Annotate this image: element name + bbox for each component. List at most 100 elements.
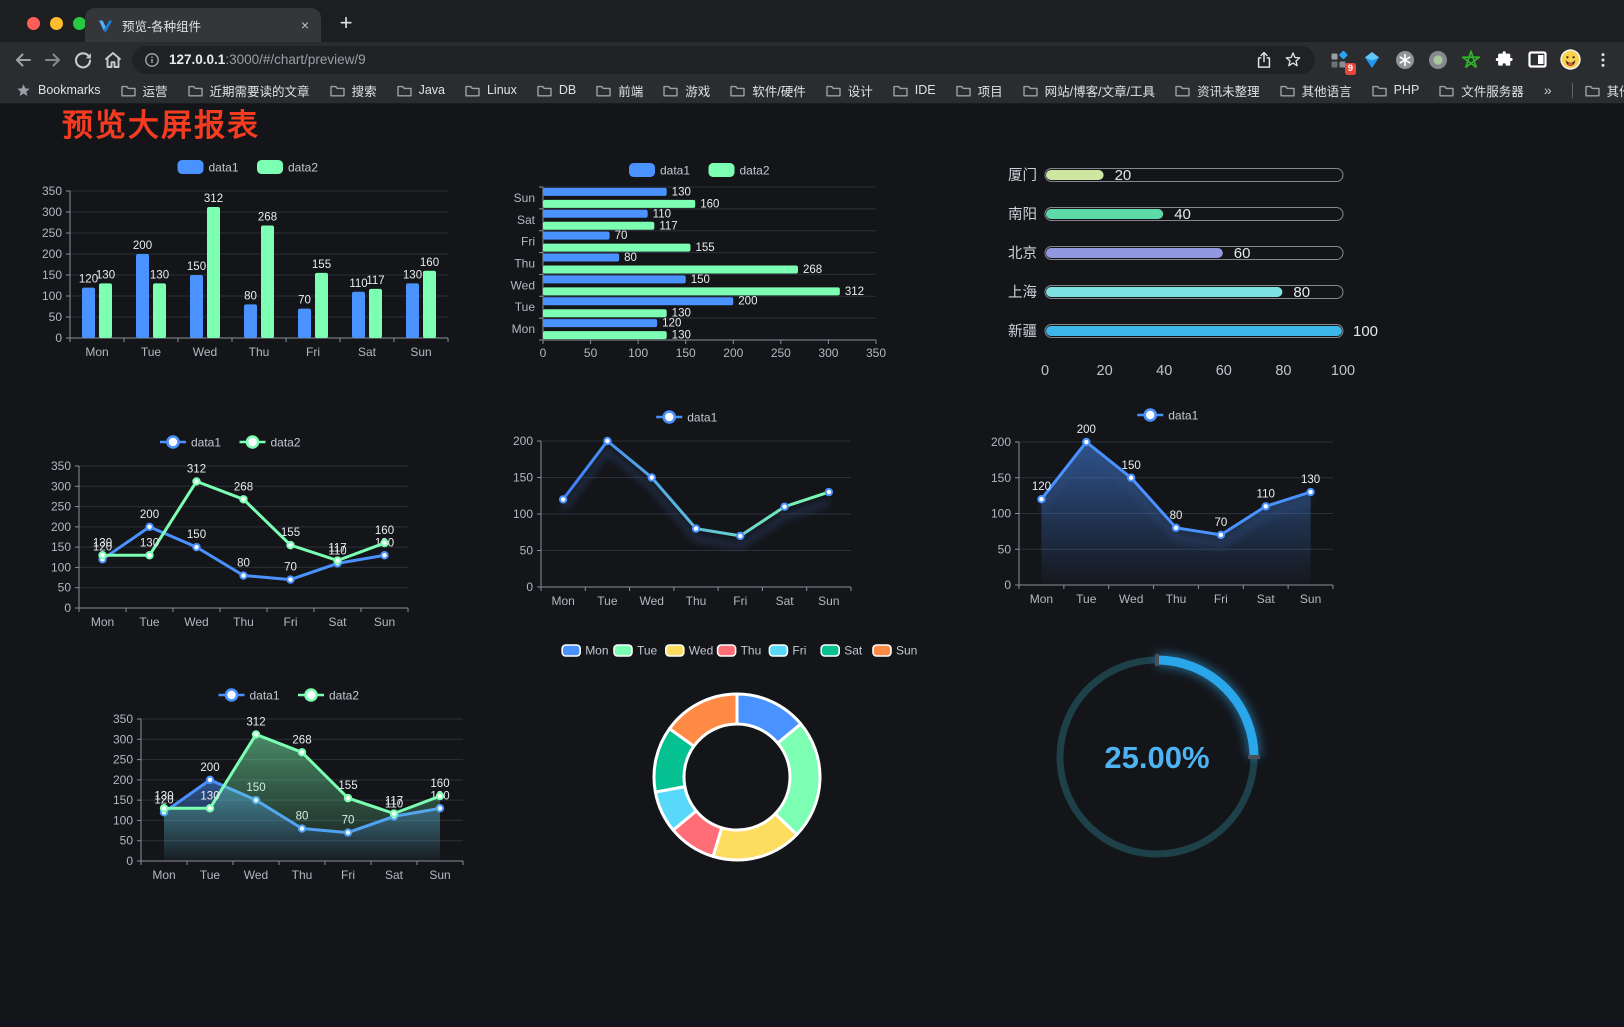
chart-gradient-line: data1 0 50 100 150 200 Mon Tue Wed Thu Fri Sat Sun bbox=[505, 401, 873, 611]
svg-text:100: 100 bbox=[628, 346, 648, 360]
folder-icon bbox=[826, 85, 841, 96]
svg-text:120: 120 bbox=[93, 541, 112, 553]
svg-text:70: 70 bbox=[298, 295, 311, 307]
forward-button[interactable] bbox=[38, 46, 68, 74]
svg-text:100: 100 bbox=[513, 507, 533, 521]
tab-close-icon[interactable]: × bbox=[300, 17, 309, 33]
extension-vue-devtools-icon[interactable] bbox=[1360, 48, 1384, 72]
svg-text:200: 200 bbox=[1077, 424, 1096, 436]
svg-text:Fri: Fri bbox=[306, 345, 320, 359]
svg-text:Thu: Thu bbox=[514, 257, 535, 271]
folder-icon bbox=[1439, 85, 1454, 96]
bookmark-folder[interactable]: 前端 bbox=[596, 81, 643, 100]
extension-snowflake-icon[interactable] bbox=[1393, 48, 1417, 72]
svg-text:Wed: Wed bbox=[639, 594, 663, 608]
url-host: 127.0.0.1 bbox=[169, 52, 226, 67]
svg-text:Thu: Thu bbox=[1166, 592, 1187, 606]
svg-text:50: 50 bbox=[998, 542, 1012, 556]
svg-text:Sat: Sat bbox=[517, 213, 536, 227]
browser-menu-icon[interactable] bbox=[1591, 48, 1615, 72]
folder-icon bbox=[329, 85, 345, 96]
browser-toolbar: 127.0.0.1:3000/#/chart/preview/9 9 bbox=[0, 42, 1624, 77]
browser-tab[interactable]: 预览-各种组件 × bbox=[85, 8, 321, 42]
side-panel-icon[interactable] bbox=[1525, 48, 1549, 72]
url-path: :3000/#/chart/preview/9 bbox=[225, 52, 366, 67]
bookmarks-root[interactable]: Bookmarks bbox=[16, 83, 101, 98]
svg-text:70: 70 bbox=[1214, 517, 1227, 529]
svg-text:130: 130 bbox=[1301, 474, 1320, 486]
home-button[interactable] bbox=[98, 46, 128, 74]
share-icon[interactable] bbox=[1254, 50, 1274, 70]
svg-text:312: 312 bbox=[246, 716, 265, 728]
url-text[interactable]: 127.0.0.1:3000/#/chart/preview/9 bbox=[169, 52, 366, 67]
extension-emoji-icon[interactable] bbox=[1558, 48, 1582, 72]
svg-text:Fri: Fri bbox=[1214, 592, 1228, 606]
maximize-window-button[interactable] bbox=[73, 17, 86, 30]
extension-green-star-icon[interactable] bbox=[1459, 48, 1483, 72]
svg-text:268: 268 bbox=[258, 211, 277, 223]
bookmark-folder[interactable]: 其他语言 bbox=[1279, 81, 1352, 100]
svg-text:80: 80 bbox=[1170, 510, 1183, 522]
minimize-window-button[interactable] bbox=[50, 17, 63, 30]
extension-tab-manager-icon[interactable]: 9 bbox=[1327, 48, 1356, 75]
svg-text:150: 150 bbox=[991, 471, 1011, 485]
svg-text:150: 150 bbox=[691, 274, 710, 286]
svg-text:100: 100 bbox=[113, 813, 133, 827]
bookmark-folder[interactable]: IDE bbox=[893, 83, 936, 97]
svg-text:250: 250 bbox=[51, 500, 71, 514]
svg-text:350: 350 bbox=[113, 712, 133, 726]
svg-text:200: 200 bbox=[200, 762, 219, 774]
svg-text:Thu: Thu bbox=[233, 615, 254, 629]
bookmark-folder[interactable]: 资讯未整理 bbox=[1175, 81, 1260, 100]
bookmarks-overflow-chevron[interactable]: » bbox=[1543, 82, 1552, 98]
svg-text:Sat: Sat bbox=[385, 868, 404, 882]
svg-text:北京: 北京 bbox=[1008, 245, 1037, 262]
bookmark-folder[interactable]: 软件/硬件 bbox=[730, 81, 806, 100]
window-controls[interactable] bbox=[27, 17, 86, 30]
svg-text:160: 160 bbox=[430, 778, 449, 790]
bookmark-folder[interactable]: PHP bbox=[1371, 83, 1420, 97]
bookmark-folder[interactable]: 文件服务器 bbox=[1439, 81, 1524, 100]
bookmark-folder-label: Linux bbox=[486, 83, 517, 97]
svg-text:0: 0 bbox=[1004, 578, 1011, 592]
bookmark-folder[interactable]: 设计 bbox=[826, 81, 873, 100]
svg-text:268: 268 bbox=[234, 481, 253, 493]
reload-button[interactable] bbox=[68, 46, 98, 74]
svg-text:150: 150 bbox=[1122, 460, 1141, 472]
bookmark-folder-label: PHP bbox=[1393, 83, 1420, 97]
bookmark-folder[interactable]: 游戏 bbox=[663, 81, 710, 100]
new-tab-button[interactable]: + bbox=[339, 10, 353, 35]
browser-chrome: 预览-各种组件 × + 127.0.0.1:3000/#/chart/previ… bbox=[0, 0, 1624, 104]
svg-text:40: 40 bbox=[1156, 363, 1172, 379]
svg-text:350: 350 bbox=[42, 184, 62, 198]
svg-text:上海: 上海 bbox=[1008, 284, 1037, 301]
bookmark-folder[interactable]: DB bbox=[537, 83, 576, 97]
svg-text:110: 110 bbox=[328, 545, 346, 557]
bookmark-folder[interactable]: 网站/博客/文章/工具 bbox=[1022, 81, 1155, 100]
svg-text:Wed: Wed bbox=[689, 644, 713, 658]
close-window-button[interactable] bbox=[27, 17, 40, 30]
svg-text:150: 150 bbox=[113, 793, 133, 807]
address-bar[interactable]: 127.0.0.1:3000/#/chart/preview/9 bbox=[132, 45, 1315, 74]
svg-text:150: 150 bbox=[187, 261, 206, 273]
bookmark-folder[interactable]: 运营 bbox=[120, 81, 168, 100]
extension-record-dot-icon[interactable] bbox=[1426, 48, 1450, 72]
chart-weekday-donut: Mon Tue Wed Thu Fri Sat Sun bbox=[547, 637, 931, 895]
svg-text:Fri: Fri bbox=[733, 594, 747, 608]
bookmark-folder[interactable]: Linux bbox=[465, 83, 517, 97]
svg-text:200: 200 bbox=[42, 247, 62, 261]
svg-text:155: 155 bbox=[281, 527, 300, 539]
back-button[interactable] bbox=[8, 46, 38, 74]
svg-text:268: 268 bbox=[292, 734, 311, 746]
svg-text:250: 250 bbox=[771, 346, 791, 360]
site-info-icon[interactable] bbox=[144, 52, 160, 68]
tab-strip: 预览-各种组件 × + bbox=[0, 0, 1624, 42]
svg-text:data2: data2 bbox=[740, 163, 770, 177]
bookmark-folder[interactable]: Java bbox=[396, 83, 445, 97]
bookmark-folder[interactable]: 近期需要读的文章 bbox=[187, 81, 310, 100]
bookmark-folder[interactable]: 项目 bbox=[955, 81, 1003, 100]
bookmark-folder[interactable]: 搜索 bbox=[329, 81, 377, 100]
extensions-puzzle-icon[interactable] bbox=[1492, 48, 1516, 72]
other-bookmarks[interactable]: 其他书签 bbox=[1584, 81, 1624, 100]
bookmark-star-icon[interactable] bbox=[1283, 50, 1303, 70]
